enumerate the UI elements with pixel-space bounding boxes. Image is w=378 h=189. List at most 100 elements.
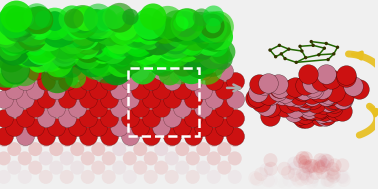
Point [85,79,91,82]
Point [37,30,43,33]
Point [211,79,217,82]
Point [112,42,118,45]
Point [200,166,206,169]
Point [332,109,338,112]
Point [179,148,185,151]
Point [28,34,34,37]
Point [277,86,283,89]
Point [310,176,316,179]
Point [1,28,7,31]
Point [279,94,285,97]
Point [116,88,122,91]
Point [64,79,70,82]
Point [133,31,139,34]
Point [147,37,153,40]
Point [148,98,154,101]
Point [316,91,322,94]
Point [31,19,37,22]
Point [11,20,17,23]
Point [117,67,123,70]
Point [148,56,154,59]
Point [127,116,133,119]
Point [134,33,140,36]
Point [169,157,175,160]
Point [305,108,311,111]
Point [252,176,258,179]
Point [303,157,309,160]
Point [167,44,174,47]
Point [211,175,217,178]
Point [41,18,47,21]
Point [184,29,190,33]
Point [93,23,99,26]
Point [194,49,200,52]
Point [179,107,185,110]
Point [42,22,48,25]
Point [140,69,146,72]
Point [81,31,87,34]
Point [94,38,100,41]
Point [301,88,307,91]
Point [317,114,323,117]
Point [268,167,274,170]
Point [53,70,59,73]
Point [140,32,146,35]
Point [82,34,88,37]
Point [211,157,217,160]
Point [209,25,215,28]
Point [152,49,158,52]
Point [313,172,319,175]
Point [166,61,172,64]
Point [95,17,101,20]
Point [302,173,308,176]
Point [300,156,306,160]
Point [109,46,115,49]
Point [190,138,196,141]
Point [319,88,325,91]
Point [102,33,108,36]
Point [11,70,17,73]
Point [58,31,64,34]
Point [188,40,194,43]
Point [79,19,85,22]
Point [339,164,345,167]
Point [141,23,147,26]
Point [38,45,44,48]
Point [10,37,16,40]
Point [43,175,49,178]
Point [161,52,167,55]
Point [318,80,324,83]
Point [308,108,314,112]
Point [304,177,310,180]
Point [189,67,195,70]
Point [55,29,61,33]
Point [232,79,238,82]
Point [207,32,213,35]
Point [305,166,311,169]
Point [202,32,208,35]
Point [150,15,156,18]
Point [94,45,100,48]
Point [104,19,110,22]
Point [43,116,49,119]
Point [34,51,40,54]
Point [311,88,317,91]
Point [199,45,205,48]
Point [325,181,331,184]
Point [74,148,80,151]
Point [158,53,164,56]
Point [191,42,197,45]
Point [317,106,323,109]
Point [146,27,152,30]
Point [31,28,37,31]
Point [330,167,336,170]
Point [22,135,28,138]
Point [92,45,98,48]
Point [178,22,184,25]
Point [106,116,112,119]
Point [292,173,298,176]
Point [21,36,27,39]
Point [61,50,67,53]
Point [148,138,154,141]
Point [74,47,80,50]
